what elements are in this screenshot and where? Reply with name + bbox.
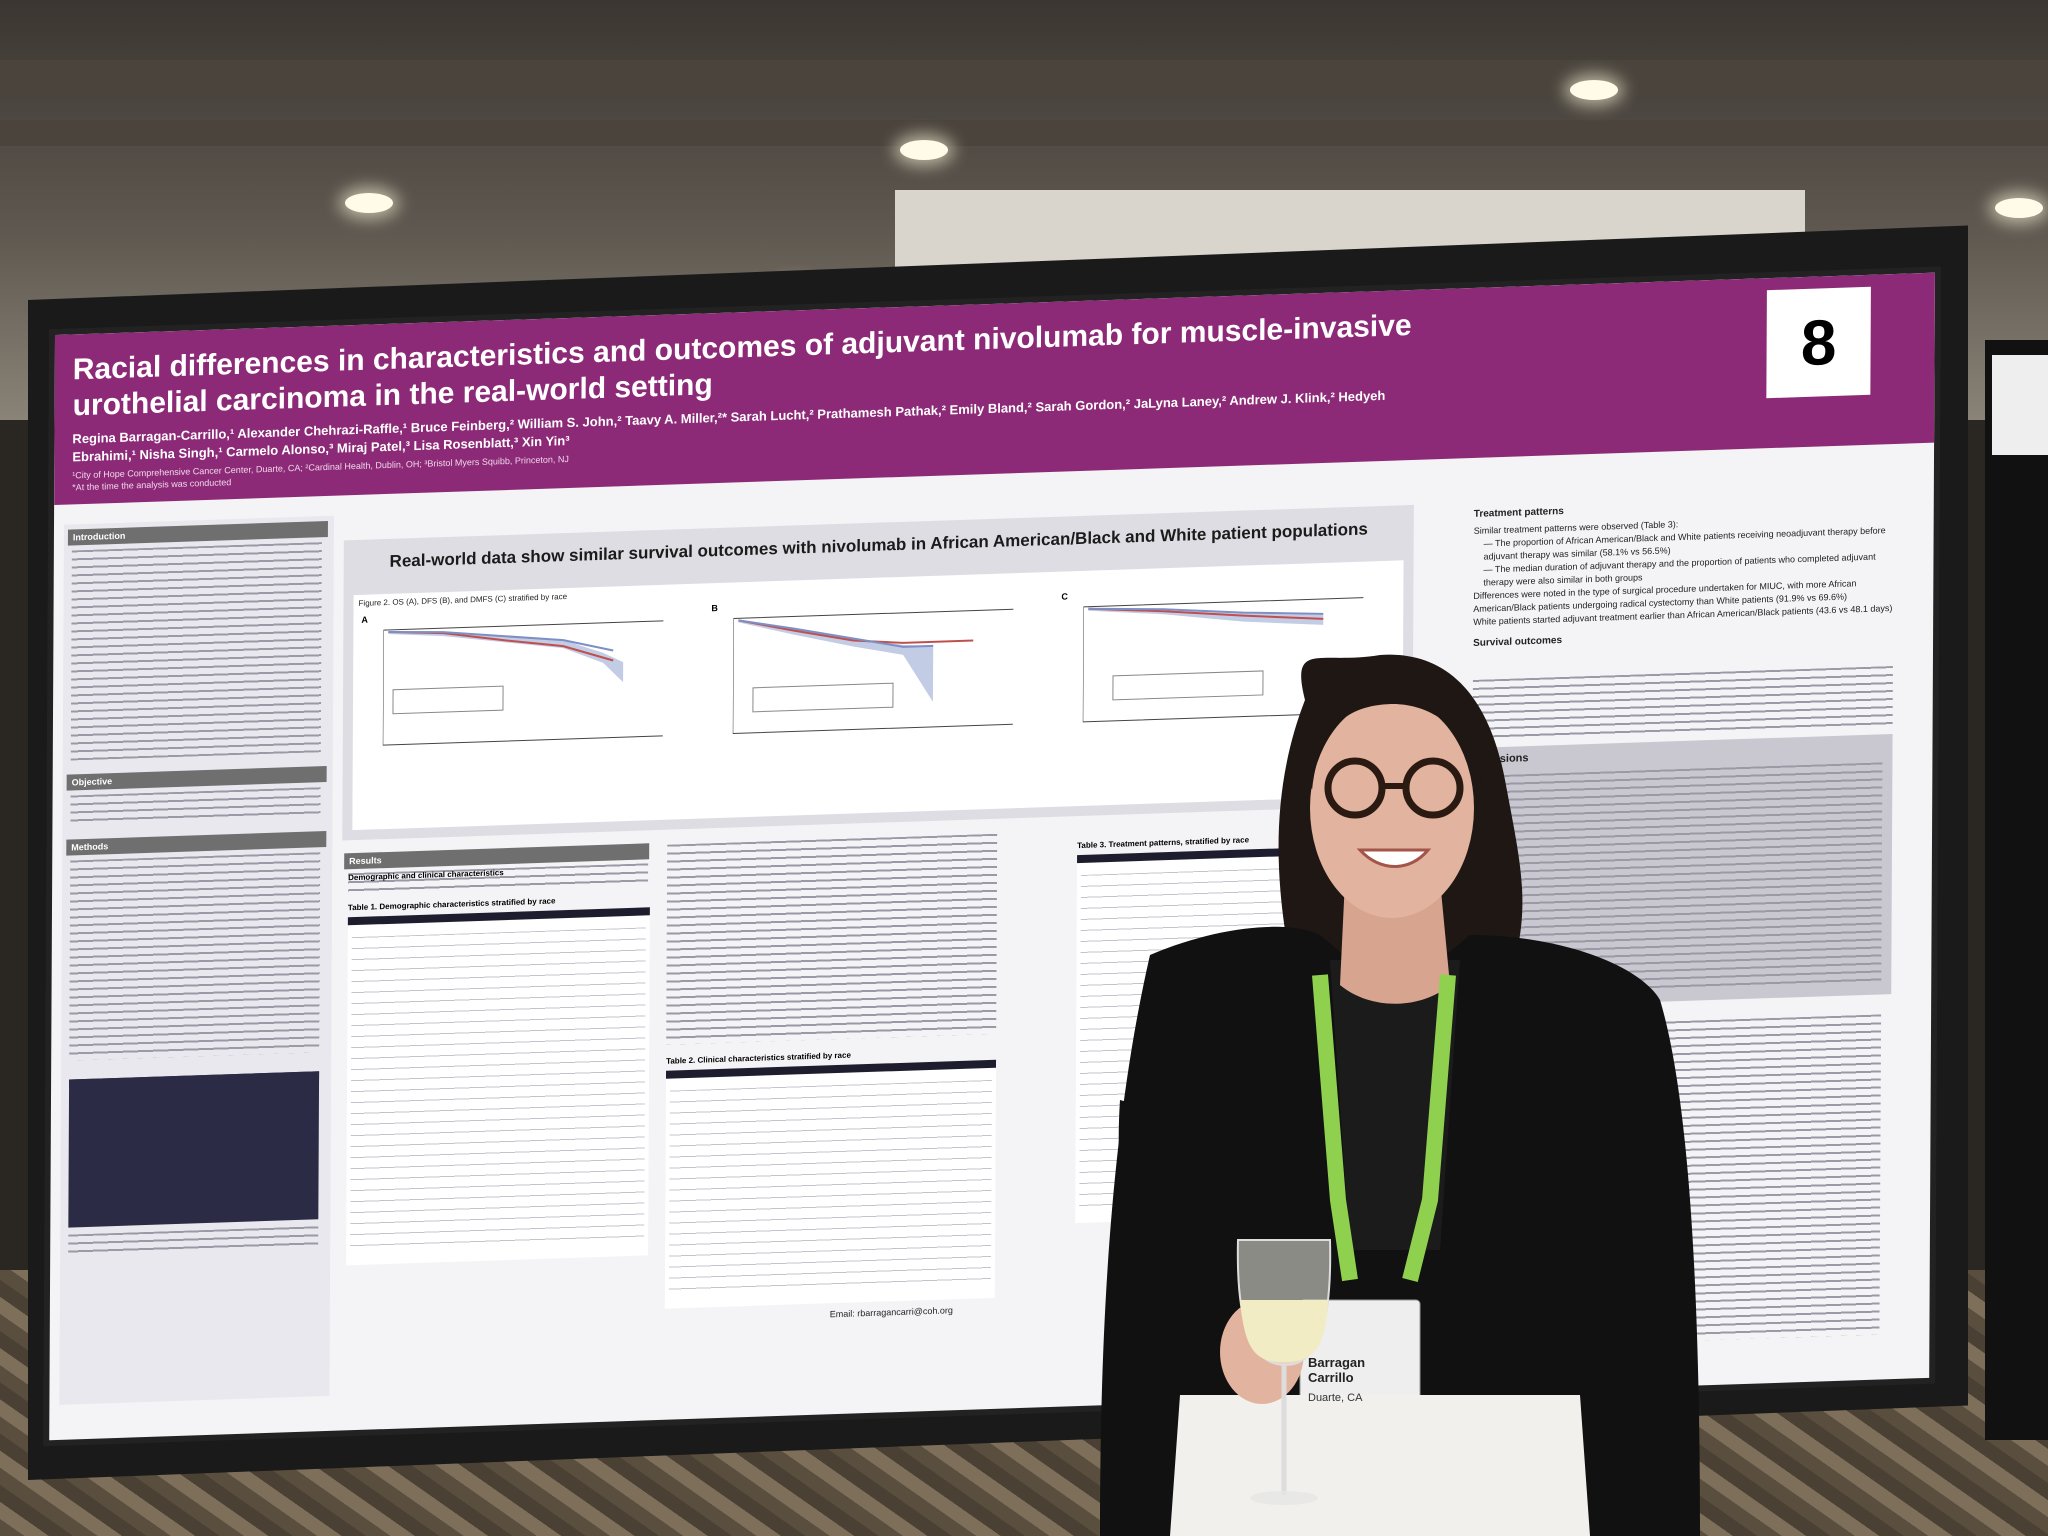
adjacent-poster	[1992, 355, 2048, 455]
ceiling-light	[345, 193, 393, 213]
ceiling-beam	[0, 120, 2048, 146]
km-curve-dfs	[732, 608, 1014, 735]
km-curve-os	[382, 620, 664, 746]
adjacent-poster-board	[1985, 340, 2048, 1440]
ceiling-light	[1995, 198, 2043, 218]
ceiling-light	[900, 140, 948, 160]
badge-name: Barragan Carrillo	[1308, 1355, 1366, 1385]
ceiling-beam	[0, 60, 2048, 98]
ceiling-light	[1570, 80, 1618, 100]
badge-location: Duarte, CA	[1308, 1392, 1363, 1404]
km-curve-dmfs	[1082, 597, 1364, 723]
research-poster: Racial differences in characteristics an…	[49, 272, 1935, 1441]
